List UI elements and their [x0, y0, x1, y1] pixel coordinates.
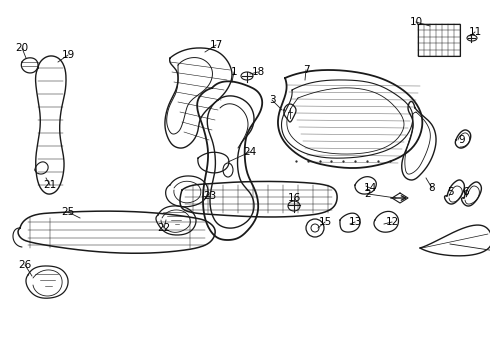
Text: 25: 25 — [61, 207, 74, 217]
Text: 23: 23 — [203, 191, 217, 201]
Text: 10: 10 — [410, 17, 422, 27]
Text: 17: 17 — [209, 40, 222, 50]
Text: 1: 1 — [231, 67, 237, 77]
Text: 7: 7 — [303, 65, 309, 75]
Text: 24: 24 — [244, 147, 257, 157]
Text: 15: 15 — [318, 217, 332, 227]
Text: 12: 12 — [385, 217, 399, 227]
Text: 22: 22 — [157, 223, 171, 233]
Text: 26: 26 — [19, 260, 32, 270]
Text: 3: 3 — [269, 95, 275, 105]
Text: 11: 11 — [468, 27, 482, 37]
Text: 20: 20 — [16, 43, 28, 53]
Text: 16: 16 — [287, 193, 301, 203]
Text: 18: 18 — [251, 67, 265, 77]
Text: 13: 13 — [348, 217, 362, 227]
Text: 6: 6 — [463, 187, 469, 197]
Text: 8: 8 — [429, 183, 435, 193]
Text: 14: 14 — [364, 183, 377, 193]
Text: 5: 5 — [447, 187, 453, 197]
Bar — [418, 24, 460, 56]
Text: 21: 21 — [44, 180, 57, 190]
Text: 9: 9 — [459, 135, 466, 145]
Text: 2: 2 — [365, 189, 371, 199]
Text: 19: 19 — [61, 50, 74, 60]
